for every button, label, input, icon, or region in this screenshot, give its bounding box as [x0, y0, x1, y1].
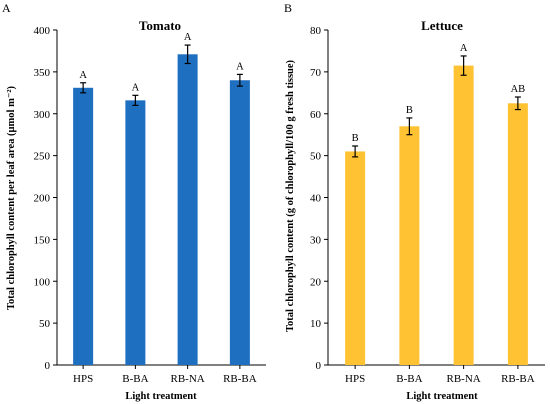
bar-lettuce-hps — [345, 151, 366, 365]
bar-tomato-b-ba — [125, 100, 146, 365]
y-tick-label-lettuce: 80 — [310, 25, 322, 37]
x-tick-label-lettuce: B-BA — [396, 373, 422, 385]
bar-lettuce-rb-ba — [507, 103, 528, 365]
y-tick-label-lettuce: 50 — [310, 151, 322, 163]
significance-label-lettuce: B — [352, 133, 359, 144]
panel-letter-b: B — [284, 1, 292, 15]
bars-tomato: A HPS A B-BA A RB-NA A RB-BA — [73, 32, 257, 385]
y-tick-label-tomato: 300 — [34, 109, 51, 121]
y-tick-label-lettuce: 10 — [310, 318, 322, 330]
y-tick-label-tomato: 50 — [39, 318, 51, 330]
significance-label-tomato: A — [236, 61, 244, 72]
x-tick-label-lettuce: HPS — [345, 373, 365, 385]
y-tick-label-lettuce: 70 — [310, 67, 322, 79]
bar-lettuce-rb-na — [453, 65, 474, 365]
y-tick-label-tomato: 250 — [34, 151, 51, 163]
y-ticks-tomato: 0 50 100 150 200 250 300 350 400 — [34, 25, 57, 372]
chart-lettuce: B Lettuce Total chlorophyll content (g o… — [284, 1, 545, 402]
bar-tomato-rb-na — [177, 54, 198, 365]
x-axis-label-tomato: Light treatment — [125, 391, 197, 402]
y-axis-label-tomato: Total chlorophyll content per leaf area … — [6, 85, 17, 310]
chart-title-lettuce: Lettuce — [421, 18, 463, 33]
y-tick-label-lettuce: 60 — [310, 109, 322, 121]
x-tick-label-tomato: HPS — [73, 373, 93, 385]
bars-lettuce: B HPS B B-BA A RB-NA AB RB-BA — [345, 43, 535, 385]
significance-label-tomato: A — [79, 70, 87, 81]
y-tick-label-tomato: 350 — [34, 67, 51, 79]
y-tick-label-tomato: 400 — [34, 25, 51, 37]
panel-letter-a: A — [2, 1, 11, 15]
y-axis-label-lettuce: Total chlorophyll content (g of chloroph… — [285, 59, 296, 332]
significance-label-tomato: A — [184, 32, 192, 43]
bar-tomato-hps — [73, 87, 94, 365]
bar-tomato-rb-ba — [229, 80, 250, 365]
significance-label-lettuce: AB — [511, 84, 526, 95]
significance-label-lettuce: A — [460, 43, 468, 54]
y-ticks-lettuce: 0 10 20 30 40 50 60 70 80 — [310, 25, 328, 372]
y-tick-label-lettuce: 0 — [316, 360, 322, 372]
y-tick-label-tomato: 0 — [45, 360, 51, 372]
chart-title-tomato: Tomato — [139, 18, 181, 33]
y-tick-label-tomato: 200 — [34, 193, 51, 205]
significance-label-tomato: A — [132, 82, 140, 93]
y-tick-label-tomato: 150 — [34, 234, 51, 246]
x-tick-label-tomato: RB-BA — [223, 373, 257, 385]
x-axis-label-lettuce: Light treatment — [406, 391, 478, 402]
y-tick-label-lettuce: 30 — [310, 234, 322, 246]
y-tick-label-tomato: 100 — [34, 276, 51, 288]
chart-tomato: A Tomato Total chlorophyll content per l… — [2, 1, 266, 402]
x-tick-label-lettuce: RB-NA — [447, 373, 481, 385]
bar-lettuce-b-ba — [399, 126, 420, 365]
x-tick-label-tomato: B-BA — [122, 373, 148, 385]
x-tick-label-tomato: RB-NA — [171, 373, 205, 385]
y-tick-label-lettuce: 20 — [310, 276, 322, 288]
significance-label-lettuce: B — [406, 105, 413, 116]
y-tick-label-lettuce: 40 — [310, 193, 322, 205]
x-tick-label-lettuce: RB-BA — [501, 373, 535, 385]
